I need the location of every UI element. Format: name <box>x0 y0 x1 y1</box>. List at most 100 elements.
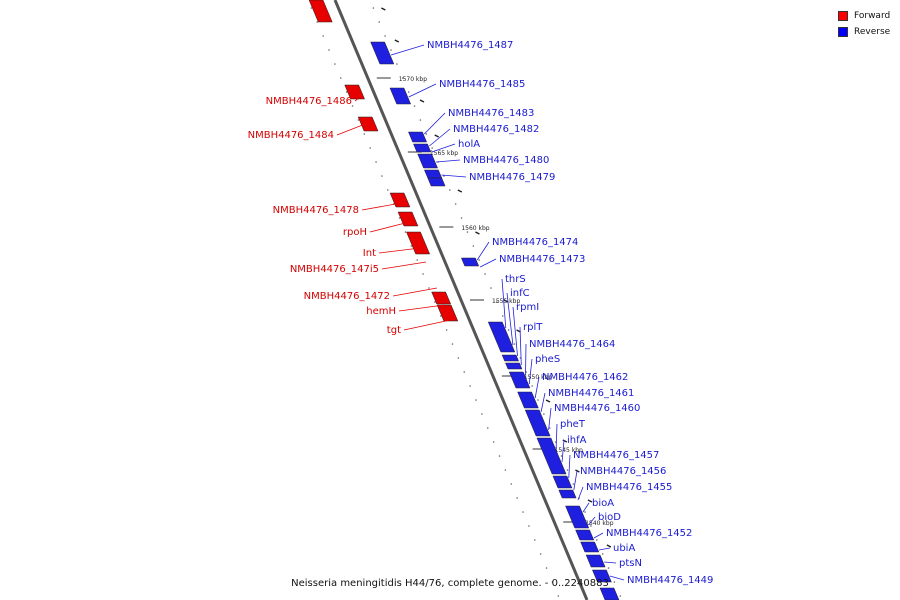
reverse-gene-block <box>424 169 443 179</box>
scale-tick-label: 1540 kbp <box>585 520 613 527</box>
forward-leader-line <box>403 319 451 331</box>
forward-gene-block <box>431 291 452 305</box>
reverse-gene-label: NMBH4476_1461 <box>548 388 634 399</box>
reverse-gene-block <box>427 177 446 187</box>
track-dot <box>498 455 501 457</box>
track-dash <box>394 39 400 43</box>
track-dash <box>419 99 425 103</box>
reverse-leader-line <box>540 392 546 413</box>
track-dot <box>475 399 477 401</box>
reverse-gene-label: NMBH4476_1452 <box>606 528 692 539</box>
forward-gene-label: hemH <box>366 306 396 317</box>
genome-caption: Neisseria meningitidis H44/76, complete … <box>291 578 609 589</box>
reverse-leader-line <box>476 241 490 261</box>
reverse-gene-label: rplT <box>523 322 543 333</box>
track-dot <box>439 315 442 317</box>
reverse-gene-label: pheT <box>560 419 586 430</box>
track-dot <box>375 161 377 163</box>
gene-features <box>308 0 620 600</box>
track-dot <box>551 581 554 583</box>
scale-ticks: 1570 kbp 1565 kbp 1560 kbp 1555 kbp 1550 kbp… <box>376 76 614 527</box>
reverse-gene-block <box>417 153 438 169</box>
track-dot <box>496 301 498 303</box>
track-dot <box>478 259 481 261</box>
track-dot <box>454 203 457 205</box>
track-dot <box>531 385 533 387</box>
track-dot <box>396 63 398 65</box>
reverse-leader-line <box>528 358 533 385</box>
reverse-leader-line <box>604 561 617 564</box>
reverse-gene-block <box>517 391 539 409</box>
track-dot <box>504 469 507 471</box>
reverse-gene-label: thrS <box>505 274 526 285</box>
forward-gene-label: NMBH4476_1478 <box>273 205 359 216</box>
forward-gene-label: rpoH <box>343 227 367 238</box>
reverse-gene-label: ptsN <box>619 558 642 569</box>
forward-leader-line <box>392 287 438 297</box>
track-dot <box>501 315 504 317</box>
reverse-leader-line <box>573 470 578 491</box>
track-dot <box>507 329 510 331</box>
track-dot <box>534 539 536 541</box>
reverse-leader-line <box>429 128 451 147</box>
track-dot <box>516 497 518 499</box>
reverse-leader-line <box>423 112 446 135</box>
track-dot <box>510 483 513 485</box>
forward-gene-label: NMBH4476_1472 <box>304 291 390 302</box>
reverse-gene-label: pheS <box>535 354 560 365</box>
track-dot <box>351 105 354 107</box>
reverse-gene-block <box>408 131 428 143</box>
scale-tick-label: 1570 kbp <box>399 76 427 83</box>
scale-tick-label: 1560 kbp <box>461 225 489 232</box>
reverse-gene-label: NMBH4476_1473 <box>499 254 585 265</box>
reverse-leader-line <box>408 83 437 98</box>
track-dot <box>543 413 545 415</box>
reverse-gene-block <box>558 489 577 499</box>
track-dot <box>431 147 433 149</box>
reverse-gene-block <box>599 587 620 600</box>
track-dot <box>316 21 319 23</box>
reverse-leader-line <box>568 454 571 479</box>
forward-swatch <box>838 11 848 21</box>
reverse-leader-line <box>479 258 497 268</box>
reverse-gene-label: infC <box>510 288 530 299</box>
gene-labels: NMBH4476_1486 NMBH4476_1484 NMBH4476_1478r… <box>248 40 714 586</box>
forward-gene-block <box>389 192 411 208</box>
forward-leader-line <box>369 221 410 233</box>
reverse-leader-line <box>519 326 522 366</box>
reverse-gene-label: ihfA <box>567 435 587 446</box>
track-dot <box>339 77 342 79</box>
reverse-gene-label: holA <box>458 139 480 150</box>
reverse-gene-label: NMBH4476_1483 <box>448 108 534 119</box>
reverse-gene-block <box>592 569 612 583</box>
track-dot <box>539 553 542 555</box>
track-dot <box>572 483 575 485</box>
forward-gene-label: Int <box>363 248 376 259</box>
track-dash <box>457 189 463 193</box>
track-dot <box>522 511 524 513</box>
track-dot <box>390 49 392 51</box>
reverse-leader-line <box>588 516 596 526</box>
track-dot <box>398 217 401 219</box>
reverse-leader-line <box>441 174 467 178</box>
track-dot <box>492 441 495 443</box>
track-dot <box>428 287 430 289</box>
reverse-gene-label: rpmI <box>516 302 539 313</box>
track-dot <box>557 595 560 597</box>
track-dot <box>419 119 422 121</box>
track-dash <box>503 299 509 303</box>
track-dot <box>463 371 466 373</box>
forward-gene-label: tgt <box>387 325 401 336</box>
track-dot <box>472 245 475 247</box>
track-dot <box>513 343 516 345</box>
track-dash <box>545 399 551 403</box>
track-dot <box>548 427 551 429</box>
track-dot <box>528 525 530 527</box>
track-dot <box>422 273 424 275</box>
reverse-gene-block <box>524 409 551 437</box>
track-dash <box>587 499 593 503</box>
track-dot <box>345 91 348 93</box>
forward-gene-block <box>344 84 365 100</box>
reverse-gene-block <box>575 529 595 541</box>
dot-track-left <box>310 7 560 597</box>
